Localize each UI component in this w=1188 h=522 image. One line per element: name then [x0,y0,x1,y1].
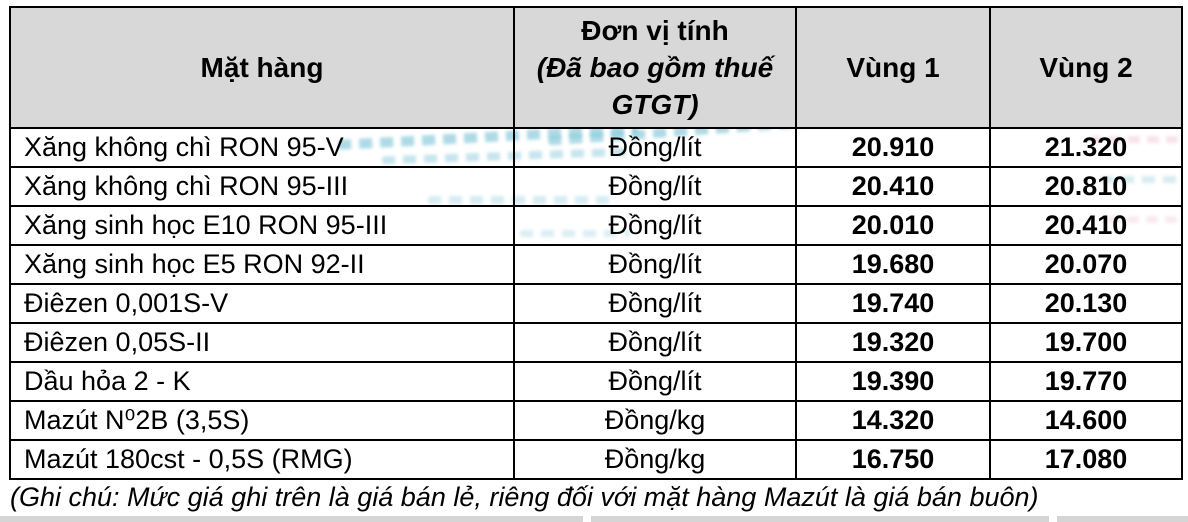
unit-value: Đồng/lít [513,205,797,246]
region2-price: 20.130 [989,283,1183,324]
fuel-price-table: Mặt hàng Đơn vị tính (Đã bao gồm thuế GT… [9,6,1183,480]
next-table-sliver [591,516,1049,522]
table-row: Xăng không chì RON 95-III Đồng/lít 20.41… [9,166,1183,207]
region1-price: 19.390 [795,361,991,402]
region1-price: 19.680 [795,244,991,285]
unit-value: Đồng/lít [513,127,797,168]
header-region1: Vùng 1 [795,6,991,129]
region2-price: 20.070 [989,244,1183,285]
table-row: Xăng sinh học E10 RON 95-III Đồng/lít 20… [9,205,1183,246]
unit-value: Đồng/kg [513,439,797,480]
unit-value: Đồng/lít [513,166,797,207]
header-product: Mặt hàng [9,6,515,129]
table-row: Mazút N⁰2B (3,5S) Đồng/kg 14.320 14.600 [9,400,1183,441]
region2-price: 20.810 [989,166,1183,207]
region1-price: 14.320 [795,400,991,441]
region1-price: 16.750 [795,439,991,480]
table-row: Xăng sinh học E5 RON 92-II Đồng/lít 19.6… [9,244,1183,285]
table-row: Mazút 180cst - 0,5S (RMG) Đồng/kg 16.750… [9,439,1183,480]
next-table-sliver [1057,516,1188,522]
product-name: Xăng sinh học E10 RON 95-III [9,205,515,246]
product-name: Điêzen 0,001S-V [9,283,515,324]
product-name: Xăng sinh học E5 RON 92-II [9,244,515,285]
region2-price: 19.700 [989,322,1183,363]
product-name: Xăng không chì RON 95-III [9,166,515,207]
product-name: Mazút N⁰2B (3,5S) [9,400,515,441]
region1-price: 19.320 [795,322,991,363]
unit-value: Đồng/lít [513,244,797,285]
region2-price: 21.320 [989,127,1183,168]
table-row: Điêzen 0,05S-II Đồng/lít 19.320 19.700 [9,322,1183,363]
header-row: Mặt hàng Đơn vị tính (Đã bao gồm thuế GT… [9,6,1183,129]
header-unit-title: Đơn vị tính [581,15,729,47]
header-region2: Vùng 2 [989,6,1183,129]
table-row: Xăng không chì RON 95-V Đồng/lít 20.910 … [9,127,1183,168]
region2-price: 17.080 [989,439,1183,480]
table-row: Điêzen 0,001S-V Đồng/lít 19.740 20.130 [9,283,1183,324]
unit-value: Đồng/kg [513,400,797,441]
unit-value: Đồng/lít [513,322,797,363]
region2-price: 14.600 [989,400,1183,441]
region2-price: 19.770 [989,361,1183,402]
product-name: Xăng không chì RON 95-V [9,127,515,168]
region1-price: 20.910 [795,127,991,168]
region1-price: 20.010 [795,205,991,246]
header-unit: Đơn vị tính (Đã bao gồm thuế GTGT) [513,6,797,129]
region1-price: 19.740 [795,283,991,324]
next-table-sliver [0,516,583,522]
product-name: Điêzen 0,05S-II [9,322,515,363]
product-name: Mazút 180cst - 0,5S (RMG) [9,439,515,480]
footnote: (Ghi chú: Mức giá ghi trên là giá bán lẻ… [10,482,1039,512]
region1-price: 20.410 [795,166,991,207]
product-name: Dầu hỏa 2 - K [9,361,515,402]
unit-value: Đồng/lít [513,283,797,324]
unit-value: Đồng/lít [513,361,797,402]
table-row: Dầu hỏa 2 - K Đồng/lít 19.390 19.770 [9,361,1183,402]
region2-price: 20.410 [989,205,1183,246]
header-unit-subtitle: (Đã bao gồm thuế GTGT) [536,52,774,120]
